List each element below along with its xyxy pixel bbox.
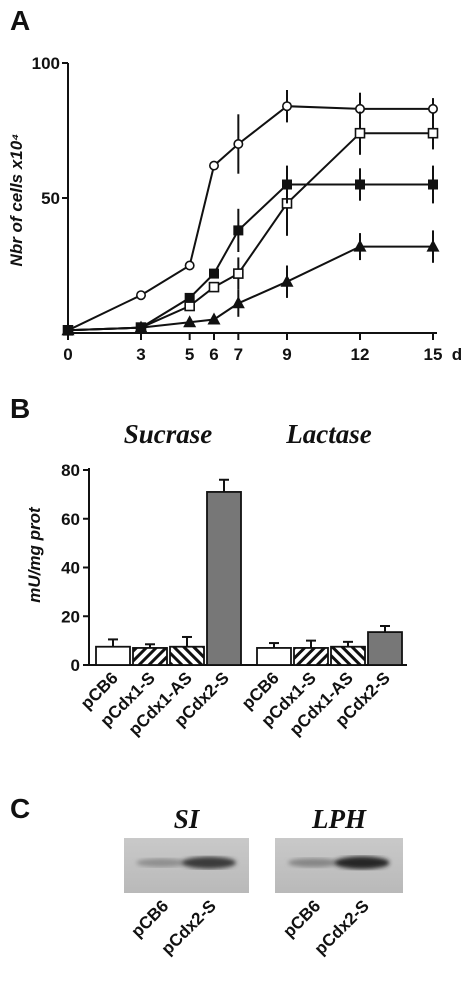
bar	[367, 631, 403, 666]
data-point	[61, 323, 75, 336]
gel-title: SI	[174, 804, 201, 834]
data-point	[428, 179, 438, 190]
x-tick-label: 9	[282, 345, 291, 364]
panel-letter-a: A	[10, 5, 30, 36]
data-point	[280, 274, 294, 287]
series-filled-triangle	[61, 230, 440, 336]
gel-band	[334, 856, 390, 870]
data-point	[354, 127, 366, 139]
series-line	[67, 183, 433, 332]
x-tick-label: 7	[234, 345, 243, 364]
bar	[169, 645, 205, 666]
y-tick-label: 80	[61, 461, 80, 480]
bar-chart-y-axis-label: mU/mg prot	[25, 506, 44, 603]
data-point	[136, 290, 147, 301]
bar	[256, 647, 292, 666]
y-tick-label: 100	[32, 54, 60, 73]
growth-curve-chart: 50 100 0 3 5 6 7 9 12 15 d	[32, 54, 463, 364]
data-point	[233, 139, 244, 150]
lane-label: pCB6	[127, 896, 172, 941]
bar	[206, 491, 242, 666]
series-filled-square	[63, 165, 438, 336]
data-point	[427, 103, 438, 114]
data-point	[233, 268, 244, 279]
data-point	[207, 312, 221, 325]
series-line	[67, 105, 433, 332]
x-tick-label: 3	[136, 345, 145, 364]
x-tick-label: 5	[185, 345, 194, 364]
data-point	[281, 101, 292, 112]
data-point	[209, 160, 220, 171]
panel-letter-c: C	[10, 793, 30, 824]
group-title: Sucrase	[124, 419, 213, 449]
data-point	[355, 179, 365, 190]
data-point	[427, 127, 439, 139]
y-tick-label: 40	[61, 559, 80, 578]
series-open-square	[62, 111, 439, 336]
gel-band	[182, 856, 236, 869]
data-point	[184, 260, 195, 271]
group-title: Lactase	[285, 419, 371, 449]
lane-label: pCB6	[279, 896, 324, 941]
panel-letter-b: B	[10, 393, 30, 424]
x-tick-label: 12	[351, 345, 370, 364]
bar	[132, 647, 168, 666]
data-point	[208, 281, 220, 293]
enzyme-activity-bar-chart: 0 20 40 60 80SucrasepCB6pCdx1-SpCdx1-ASpCdx2…	[61, 419, 407, 739]
data-point	[353, 239, 367, 252]
gel-band	[136, 858, 187, 867]
data-point	[184, 292, 195, 303]
series-line	[67, 245, 433, 332]
x-tick-label: 6	[209, 345, 218, 364]
data-point	[231, 296, 245, 309]
series-line	[67, 132, 433, 332]
data-point	[426, 239, 440, 252]
data-point	[134, 320, 148, 333]
bar	[330, 645, 366, 666]
y-tick-label: 60	[61, 510, 80, 529]
gel-title: LPH	[311, 804, 367, 834]
data-point	[233, 225, 244, 236]
data-point	[282, 179, 292, 190]
growth-chart-y-axis-label: Nbr of cells x10⁴	[7, 134, 26, 267]
y-tick-label: 0	[71, 656, 80, 675]
gel-band	[288, 858, 339, 868]
y-tick-label: 50	[41, 189, 60, 208]
data-point	[209, 268, 219, 279]
x-tick-label: 15	[424, 345, 443, 364]
x-axis-unit-label: d	[452, 345, 462, 364]
x-tick-label: 0	[63, 345, 72, 364]
y-tick-label: 20	[61, 607, 80, 626]
data-point	[183, 315, 197, 328]
bar	[293, 647, 329, 666]
bar	[95, 645, 131, 666]
